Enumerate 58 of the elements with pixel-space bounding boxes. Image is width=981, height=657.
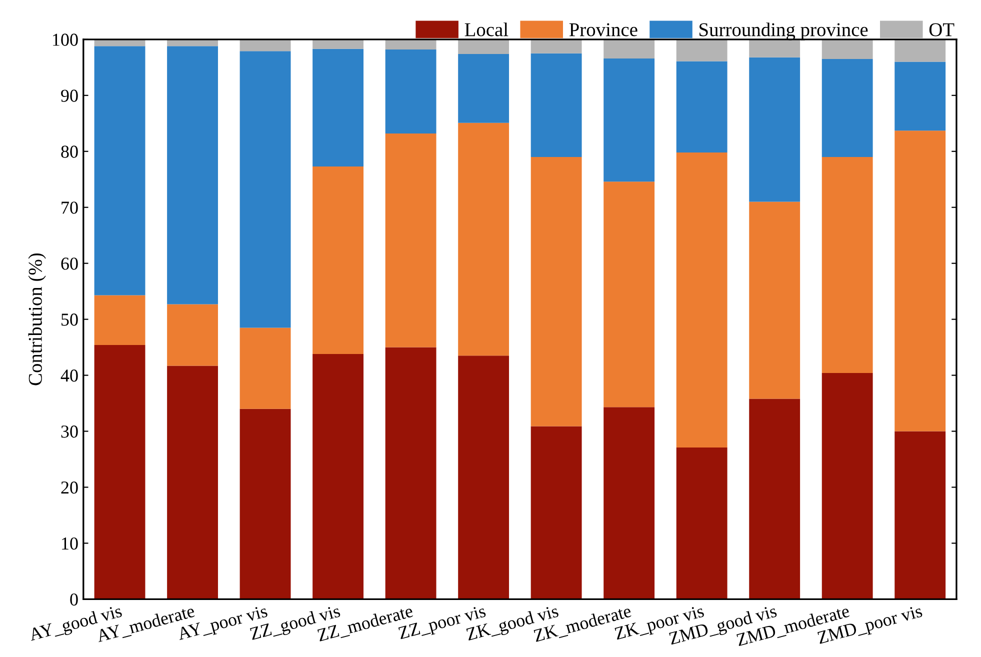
legend-label: Local [464, 22, 508, 36]
bar [94, 295, 146, 346]
bar [530, 53, 582, 157]
y-axis-title: Contribution (%) [28, 253, 46, 386]
bar [604, 182, 655, 408]
bar [385, 347, 436, 600]
bar [530, 426, 582, 600]
y-tick-label: 20 [61, 481, 78, 494]
y-tick-label: 80 [61, 146, 78, 158]
bar [530, 39, 582, 54]
bar [749, 39, 800, 58]
legend-label: OT [929, 23, 954, 36]
y-tick-label: 0 [70, 593, 78, 606]
bar [458, 39, 510, 54]
bar [530, 156, 582, 426]
y-tick-label: 10 [62, 537, 78, 550]
bar [676, 61, 728, 152]
bar [894, 431, 946, 600]
bar [167, 304, 218, 366]
bar [894, 62, 946, 131]
bar [458, 356, 510, 600]
y-tick-label: 70 [62, 202, 78, 214]
bar [822, 373, 873, 600]
bar [822, 156, 873, 374]
bar [312, 48, 364, 166]
bar [458, 122, 510, 356]
bar [385, 133, 436, 348]
bar [167, 366, 218, 600]
bar [240, 328, 291, 409]
bar [240, 51, 291, 328]
y-tick-label: 40 [60, 370, 78, 382]
bar [604, 407, 655, 600]
bar [822, 59, 873, 157]
bar [94, 345, 146, 600]
bar [312, 166, 364, 354]
y-tick-label: 100 [53, 34, 78, 46]
bar [749, 57, 800, 202]
bar [749, 202, 800, 399]
y-tick-label: 50 [62, 314, 78, 326]
bar [676, 447, 728, 600]
bar [312, 354, 364, 600]
legend-label: Province [569, 23, 638, 36]
y-tick-label: 30 [61, 426, 78, 438]
bar [822, 39, 873, 60]
bar [676, 39, 728, 62]
bar [894, 130, 946, 432]
y-tick-label: 90 [61, 90, 78, 102]
legend-label: Surrounding province [700, 22, 868, 40]
bar [604, 58, 655, 182]
bar [385, 49, 436, 134]
bar [167, 46, 218, 304]
y-tick-label: 60 [61, 258, 78, 270]
bar [676, 152, 728, 448]
bar [94, 46, 146, 296]
bar [749, 398, 800, 600]
bar [240, 408, 291, 600]
bar [604, 39, 655, 58]
bar [458, 54, 510, 123]
